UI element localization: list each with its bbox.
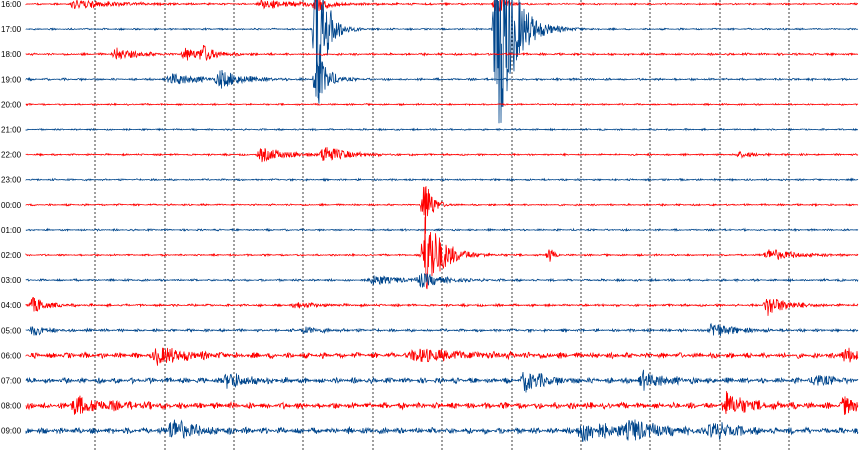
time-label-1900: 19:00 xyxy=(1,75,22,84)
trace-1900 xyxy=(25,59,859,104)
trace-1800 xyxy=(25,44,859,61)
time-label-2000: 20:00 xyxy=(1,100,22,109)
trace-2300 xyxy=(25,177,859,182)
trace-2000 xyxy=(25,102,859,107)
time-label-0600: 06:00 xyxy=(1,351,22,360)
trace-2100 xyxy=(25,127,859,132)
grid-lines xyxy=(94,0,790,450)
trace-0500 xyxy=(25,322,859,336)
time-labels: 16:00 17:00 18:00 19:00 20:00 21:00 22:00 23:00… xyxy=(1,0,22,436)
time-label-0500: 05:00 xyxy=(1,326,22,335)
trace-1700 xyxy=(25,0,859,124)
time-label-0000: 00:00 xyxy=(1,201,22,210)
trace-0000 xyxy=(25,186,859,234)
time-label-2100: 21:00 xyxy=(1,126,22,135)
trace-0800 xyxy=(25,391,859,415)
time-label-0300: 03:00 xyxy=(1,276,22,285)
time-label-2200: 22:00 xyxy=(1,151,22,160)
seismic-traces xyxy=(25,0,859,442)
trace-0700 xyxy=(25,369,859,393)
time-label-1700: 17:00 xyxy=(1,25,22,34)
time-label-0200: 02:00 xyxy=(1,251,22,260)
trace-0600 xyxy=(25,347,859,366)
time-label-0400: 04:00 xyxy=(1,301,22,310)
trace-0900 xyxy=(25,419,859,442)
time-label-1600: 16:00 xyxy=(1,0,22,9)
time-label-1800: 18:00 xyxy=(1,50,22,59)
time-label-0900: 09:00 xyxy=(1,427,22,436)
time-label-2300: 23:00 xyxy=(1,176,22,185)
time-label-0800: 08:00 xyxy=(1,402,22,411)
trace-2200 xyxy=(25,147,859,163)
time-label-0700: 07:00 xyxy=(1,377,22,386)
time-label-0100: 01:00 xyxy=(1,226,22,235)
trace-0400 xyxy=(25,296,859,316)
trace-0100 xyxy=(25,227,859,233)
trace-0300 xyxy=(25,273,859,288)
trace-1600 xyxy=(25,0,859,15)
trace-0200 xyxy=(25,217,859,290)
